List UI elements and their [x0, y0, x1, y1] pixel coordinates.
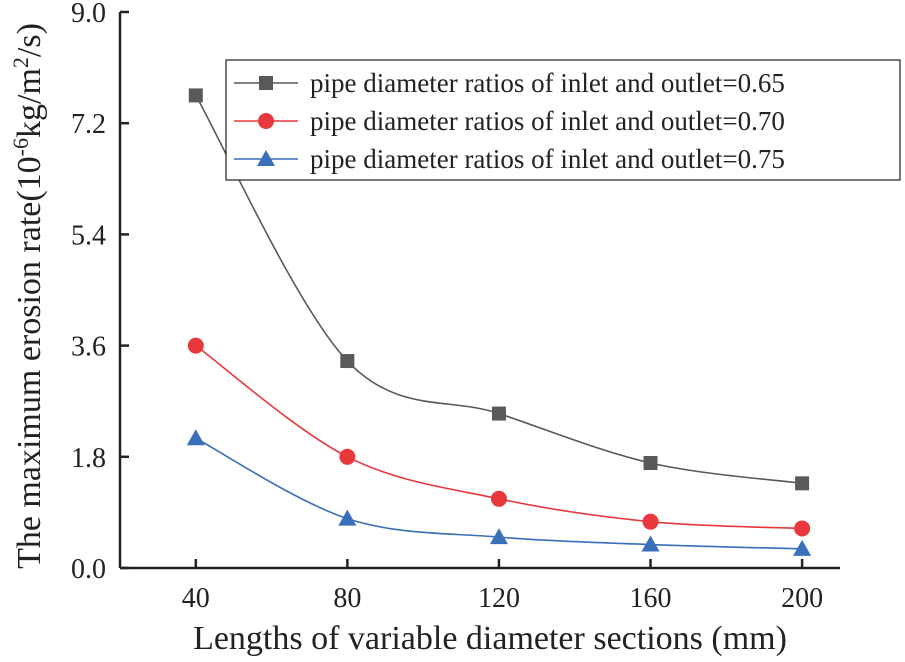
- series-2: [187, 337, 811, 537]
- legend-swatch-marker: [257, 150, 275, 166]
- legend-item: pipe diameter ratios of inlet and outlet…: [234, 106, 785, 136]
- data-point: [490, 490, 507, 507]
- x-tick-label: 40: [182, 583, 210, 614]
- legend: pipe diameter ratios of inlet and outlet…: [225, 59, 901, 181]
- data-point: [793, 539, 812, 556]
- data-point: [642, 513, 659, 530]
- axes: [118, 12, 840, 570]
- y-tick-label: 1.8: [71, 443, 106, 474]
- y-ticks: 0.0 1.8 3.6 5.4 7.2 9.0: [71, 0, 129, 585]
- data-point: [643, 455, 658, 470]
- data-point: [491, 406, 506, 421]
- legend-swatch-marker: [258, 113, 274, 129]
- legend-swatch-marker: [259, 76, 273, 90]
- x-tick-label: 80: [333, 583, 361, 614]
- y-axis-title-unit: kg/m: [11, 68, 48, 138]
- data-point: [794, 520, 811, 537]
- y-tick-label: 5.4: [71, 220, 106, 251]
- series-layer: [186, 88, 812, 556]
- y-tick-label: 9.0: [71, 0, 106, 29]
- data-point: [340, 354, 355, 369]
- y-tick-label: 3.6: [71, 332, 106, 363]
- data-point: [188, 88, 203, 103]
- x-tick-label: 200: [781, 583, 823, 614]
- data-point: [641, 535, 660, 552]
- legend-label: pipe diameter ratios of inlet and outlet…: [310, 106, 785, 136]
- data-point: [795, 476, 810, 491]
- legend-item: pipe diameter ratios of inlet and outlet…: [234, 68, 785, 98]
- series-line: [195, 95, 803, 485]
- series-3: [186, 429, 812, 556]
- legend-label: pipe diameter ratios of inlet and outlet…: [310, 144, 785, 174]
- data-point: [186, 429, 205, 446]
- legend-label: pipe diameter ratios of inlet and outlet…: [310, 68, 785, 98]
- data-point: [187, 337, 204, 354]
- legend-box: [225, 59, 901, 181]
- y-tick-label: 7.2: [71, 109, 106, 140]
- x-axis-title: Lengths of variable diameter sections (m…: [193, 620, 787, 657]
- y-axis-title-end: /s): [11, 23, 48, 57]
- legend-item: pipe diameter ratios of inlet and outlet…: [234, 144, 785, 174]
- y-axis-title-exponent-2: 2: [8, 57, 33, 68]
- y-axis-title-exponent: -6: [8, 138, 33, 156]
- data-point: [338, 509, 357, 526]
- x-tick-label: 160: [630, 583, 672, 614]
- y-axis-title-main: The maximum erosion rate(10: [11, 156, 48, 569]
- data-point: [489, 528, 508, 545]
- series-1: [188, 88, 810, 491]
- x-ticks: 40 80 120 160 200: [182, 559, 823, 614]
- y-axis-title: The maximum erosion rate(10-6kg/m2/s): [8, 23, 48, 569]
- x-tick-label: 120: [478, 583, 520, 614]
- y-tick-label: 0.0: [71, 554, 106, 585]
- data-point: [339, 448, 356, 465]
